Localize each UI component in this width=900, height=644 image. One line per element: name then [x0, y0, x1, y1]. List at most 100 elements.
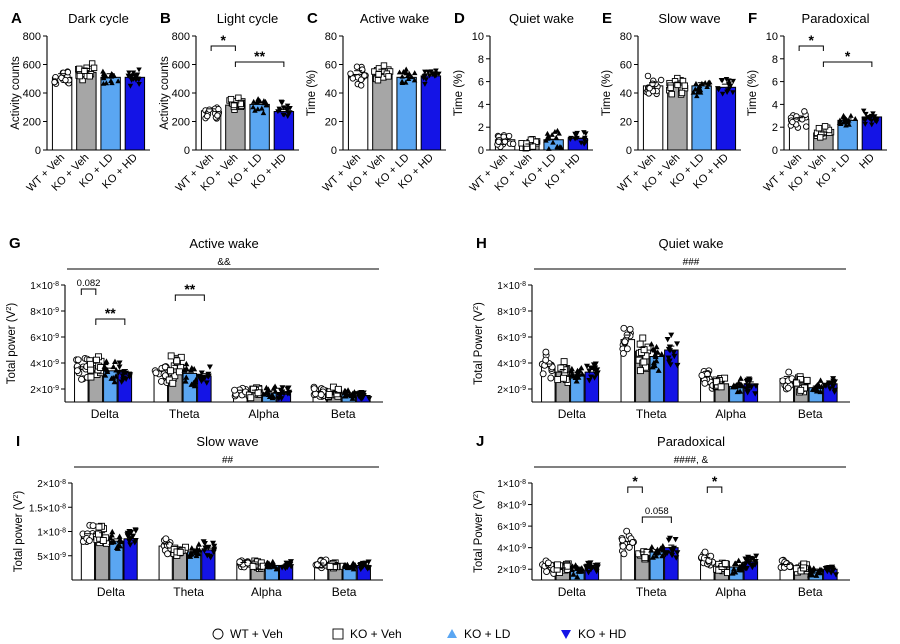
- data-point: [690, 89, 697, 95]
- data-point: [359, 66, 366, 73]
- y-axis-label: Activity counts: [159, 56, 171, 130]
- data-point: [132, 537, 139, 544]
- data-point: [411, 77, 418, 83]
- data-point: [563, 562, 571, 570]
- bar-ko-veh: [372, 72, 393, 151]
- data-point: [678, 89, 686, 97]
- panel-letter: D: [454, 10, 465, 27]
- data-point: [235, 94, 242, 101]
- data-point: [673, 555, 680, 561]
- data-point: [348, 564, 355, 570]
- data-point: [78, 375, 85, 383]
- data-point: [100, 68, 106, 74]
- data-point: [641, 554, 649, 562]
- y-tick-label: 20: [620, 117, 632, 129]
- data-point: [350, 566, 357, 572]
- data-point: [815, 381, 822, 387]
- data-point: [192, 378, 199, 385]
- bar-ko-hd: [273, 111, 295, 151]
- data-point: [797, 386, 805, 394]
- data-point: [825, 126, 833, 134]
- data-point: [619, 542, 627, 550]
- y-tick-label: 10: [766, 31, 778, 43]
- data-point: [579, 371, 586, 377]
- panel-title: Light cycle: [217, 11, 278, 26]
- data-point: [115, 78, 121, 84]
- data-point: [619, 349, 627, 357]
- data-point: [674, 550, 681, 556]
- data-point: [668, 332, 675, 338]
- data-point: [581, 141, 587, 147]
- data-point: [529, 143, 537, 150]
- data-point: [128, 77, 135, 83]
- data-point: [276, 106, 282, 112]
- data-point: [697, 89, 704, 95]
- bar-delta-2: [109, 540, 124, 581]
- data-point: [726, 78, 732, 84]
- data-point: [273, 565, 280, 571]
- data-point: [264, 388, 271, 394]
- data-point: [542, 348, 550, 356]
- significance-bracket: **: [174, 281, 205, 301]
- data-point: [348, 392, 355, 399]
- y-tick-label: 200: [172, 117, 190, 129]
- data-point: [655, 367, 662, 373]
- x-category-label: Theta: [636, 407, 667, 421]
- data-point: [693, 80, 699, 86]
- data-point: [385, 73, 392, 80]
- data-point: [171, 372, 179, 380]
- data-point: [668, 90, 675, 98]
- data-point: [636, 367, 644, 375]
- data-point: [542, 356, 550, 364]
- data-point: [108, 78, 114, 84]
- data-point: [278, 396, 285, 402]
- y-tick-label: 8: [478, 54, 484, 66]
- y-tick-label: 0: [478, 145, 484, 157]
- legend-item: KO + Veh: [332, 627, 402, 641]
- y-tick-label: 0: [35, 145, 41, 157]
- data-point: [345, 387, 352, 393]
- data-point: [852, 116, 859, 122]
- y-tick-label: 6: [478, 77, 484, 89]
- data-point: [136, 77, 142, 83]
- data-point: [495, 138, 502, 145]
- data-point: [554, 561, 561, 569]
- data-point: [187, 551, 194, 557]
- data-point: [196, 374, 203, 381]
- data-point: [664, 337, 671, 343]
- data-point: [313, 561, 321, 569]
- x-category-label: Alpha: [715, 407, 746, 421]
- data-point: [422, 81, 428, 87]
- data-point: [578, 365, 585, 371]
- data-point: [402, 79, 409, 85]
- data-point: [136, 81, 142, 87]
- data-point: [817, 134, 824, 141]
- y-tick-label: 8×10-9: [497, 307, 526, 319]
- y-tick-label: 8×10-9: [497, 500, 526, 512]
- data-point: [259, 105, 265, 111]
- y-tick-label: 0: [331, 145, 337, 157]
- data-point: [109, 528, 116, 535]
- data-point: [672, 537, 679, 543]
- data-point: [653, 357, 660, 364]
- y-tick-label: 4×10-9: [497, 543, 526, 555]
- triangle-down-icon: [561, 630, 571, 639]
- data-point: [505, 132, 513, 140]
- data-point: [320, 558, 328, 566]
- legend-label: KO + Veh: [350, 627, 402, 641]
- data-point: [698, 371, 706, 379]
- data-point: [191, 382, 198, 389]
- data-point: [730, 566, 737, 572]
- data-point: [649, 554, 656, 560]
- data-point: [665, 355, 672, 361]
- data-point: [176, 548, 184, 556]
- data-point: [669, 552, 676, 559]
- panel-b: B Light cycle Activity counts 0 200 400 600 800…: [159, 10, 299, 194]
- data-point: [721, 560, 729, 568]
- data-point: [668, 546, 675, 553]
- data-point: [752, 391, 759, 397]
- data-point: [254, 389, 262, 397]
- data-point: [840, 119, 847, 125]
